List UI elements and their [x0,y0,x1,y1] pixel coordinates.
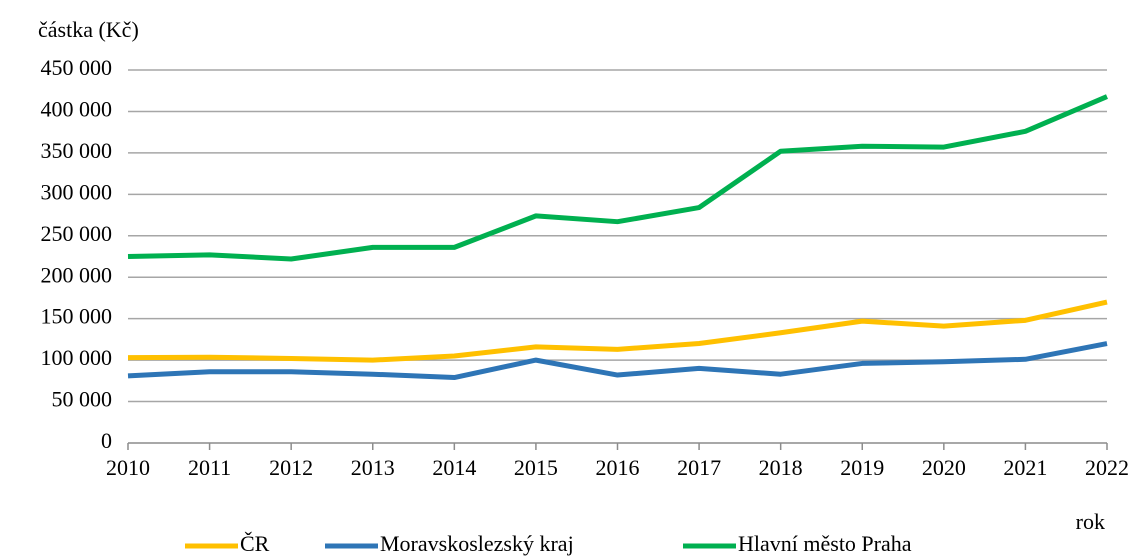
y-tick-label: 100 000 [41,345,113,370]
y-tick-label: 0 [101,428,112,453]
y-tick-label: 300 000 [41,179,113,204]
x-tick-label: 2019 [840,455,884,480]
x-tick-label: 2021 [1003,455,1047,480]
y-tick-label: 200 000 [41,262,113,287]
series-line [127,299,1108,363]
series-line [127,341,1108,381]
x-tick-label: 2014 [432,455,476,480]
x-tick-label: 2016 [596,455,640,480]
y-axis-label: částka (Kč) [38,17,139,42]
y-tick-label: 250 000 [41,221,113,246]
series-line [127,94,1108,262]
x-tick-label: 2018 [759,455,803,480]
x-tick-label: 2011 [188,455,231,480]
x-tick-label: 2020 [922,455,966,480]
legend-label: Hlavní město Praha [738,531,912,556]
y-tick-label: 450 000 [41,55,113,80]
x-tick-label: 2010 [106,455,150,480]
y-tick-label: 50 000 [52,387,113,412]
x-tick-label: 2013 [351,455,395,480]
y-tick-label: 150 000 [41,304,113,329]
x-tick-label: 2015 [514,455,558,480]
x-tick-label: 2022 [1085,455,1129,480]
x-tick-label: 2017 [677,455,721,480]
x-axis-label: rok [1076,509,1105,534]
x-tick-label: 2012 [269,455,313,480]
legend-label: ČR [240,531,270,556]
y-tick-label: 400 000 [41,96,113,121]
legend-label: Moravskoslezský kraj [380,531,574,556]
y-tick-label: 350 000 [41,138,113,163]
